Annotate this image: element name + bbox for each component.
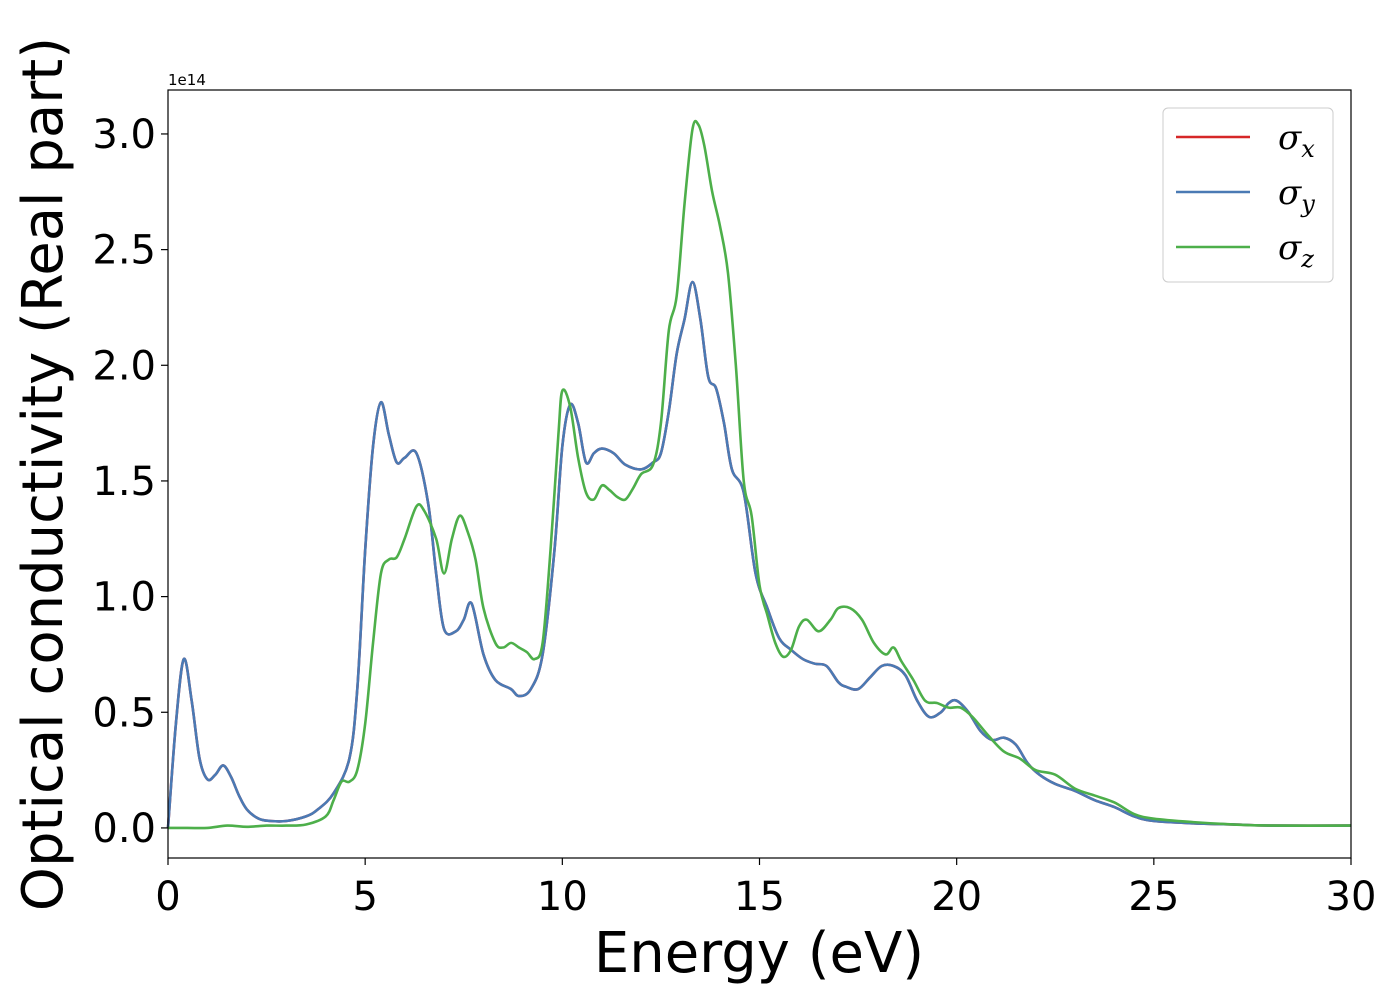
legend-label-z: σz: [1278, 228, 1314, 273]
y-tick-label: 1.5: [92, 459, 156, 505]
x-tick-label: 0: [155, 874, 180, 920]
y-tick-label: 1.0: [92, 575, 156, 621]
series-line-z: [168, 119, 1352, 830]
x-axis: 0 5 10 15 20 25 30: [155, 858, 1376, 920]
y-tick-label: 3.0: [92, 112, 156, 158]
x-tick-label: 30: [1326, 874, 1377, 920]
x-tick-label: 10: [537, 874, 588, 920]
x-tick-label: 20: [931, 874, 982, 920]
x-tick-label: 15: [734, 874, 785, 920]
x-tick-label: 25: [1128, 874, 1179, 920]
y-offset-label: 1e14: [168, 71, 206, 89]
y-tick-label: 0.0: [92, 806, 156, 852]
x-tick-label: 5: [352, 874, 377, 920]
legend-frame: [1162, 107, 1334, 283]
x-axis-title: Energy (eV): [594, 921, 924, 986]
legend-label-y: σy: [1278, 173, 1315, 218]
legend: σx σy σz: [1162, 107, 1334, 283]
series-layer: [166, 119, 1352, 830]
y-tick-label: 2.0: [92, 343, 156, 389]
y-tick-label: 0.5: [92, 690, 156, 736]
y-axis-title: Optical conductivity (Real part): [11, 37, 76, 911]
y-tick-label: 2.5: [92, 228, 156, 274]
legend-label-x: σx: [1278, 118, 1315, 163]
y-axis: 0.0 0.5 1.0 1.5 2.0 2.5 3.0: [92, 112, 168, 852]
